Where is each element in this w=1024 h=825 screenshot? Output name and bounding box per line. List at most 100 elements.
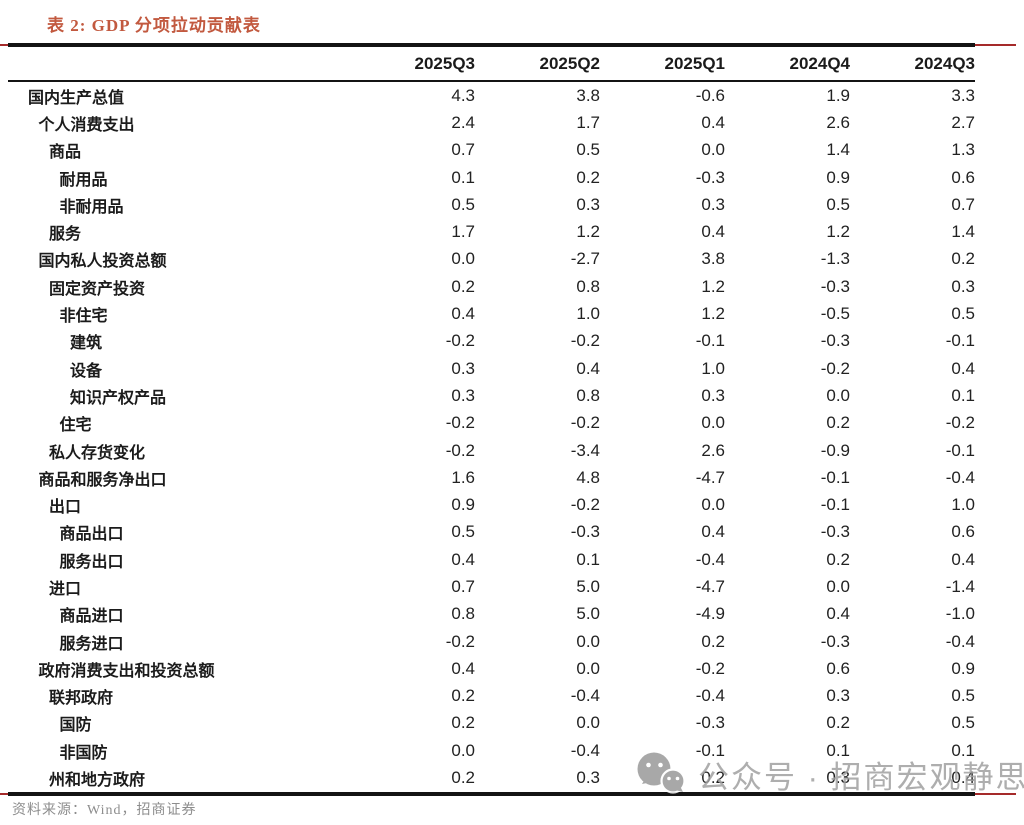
cell-value: 0.3 (826, 686, 850, 706)
cell-value: 0.8 (576, 276, 600, 296)
cell-value: -0.4 (945, 631, 975, 651)
cell-value: 1.0 (701, 358, 725, 378)
cell-value: 0.2 (826, 413, 850, 433)
cell-value: 0.2 (576, 167, 600, 187)
table-row: 国防 0.2 0.0 -0.3 0.2 0.5 (0, 710, 1024, 737)
row-label: 商品出口 (59, 526, 124, 544)
gdp-contribution-table: 2025Q3 2025Q2 2025Q1 2024Q4 2024Q3 国内生产总… (0, 43, 1024, 796)
row-label: 商品和服务净出口 (38, 471, 167, 489)
table-row: 非耐用品 0.5 0.3 0.3 0.5 0.7 (0, 191, 1024, 218)
cell-value: -0.2 (570, 413, 600, 433)
row-label: 进口 (49, 580, 82, 598)
row-label: 建筑 (70, 335, 103, 353)
cell-value: -1.3 (820, 249, 850, 269)
cell-value: 0.3 (826, 768, 850, 788)
cell-value: 1.4 (951, 222, 975, 242)
table-row: 非住宅 0.4 1.0 1.2 -0.5 0.5 (0, 300, 1024, 327)
row-label: 设备 (70, 362, 103, 380)
cell-value: 0.2 (451, 768, 475, 788)
cell-value: 0.6 (826, 658, 850, 678)
cell-value: -0.2 (820, 358, 850, 378)
cell-value: 0.4 (951, 549, 975, 569)
cell-value: -0.1 (695, 331, 725, 351)
cell-value: -0.4 (570, 740, 600, 760)
cell-value: 0.2 (826, 549, 850, 569)
row-label: 固定资产投资 (49, 280, 146, 298)
cell-value: -0.2 (445, 440, 475, 460)
row-label: 知识产权产品 (70, 389, 167, 407)
cell-value: 4.3 (451, 85, 475, 105)
row-label: 出口 (49, 499, 82, 517)
cell-value: -0.4 (570, 686, 600, 706)
row-label: 服务进口 (59, 635, 124, 653)
row-label: 商品 (49, 144, 82, 162)
cell-value: 0.2 (451, 713, 475, 733)
cell-value: 0.0 (826, 385, 850, 405)
row-label: 非国防 (59, 744, 108, 762)
cell-value: -0.3 (820, 331, 850, 351)
cell-value: 0.3 (451, 358, 475, 378)
cell-value: -1.0 (945, 604, 975, 624)
cell-value: 2.6 (826, 112, 850, 132)
cell-value: 0.4 (826, 604, 850, 624)
cell-value: -4.9 (695, 604, 725, 624)
cell-value: -0.2 (945, 413, 975, 433)
cell-value: 0.3 (701, 194, 725, 214)
cell-value: 0.4 (951, 358, 975, 378)
table-row: 政府消费支出和投资总额 0.4 0.0 -0.2 0.6 0.9 (0, 655, 1024, 682)
cell-value: 0.8 (451, 604, 475, 624)
row-label: 政府消费支出和投资总额 (38, 662, 215, 680)
cell-value: 0.5 (951, 686, 975, 706)
cell-value: 0.0 (701, 413, 725, 433)
table-row: 服务出口 0.4 0.1 -0.4 0.2 0.4 (0, 546, 1024, 573)
table-row: 固定资产投资 0.2 0.8 1.2 -0.3 0.3 (0, 273, 1024, 300)
cell-value: -0.4 (695, 549, 725, 569)
table-row: 知识产权产品 0.3 0.8 0.3 0.0 0.1 (0, 382, 1024, 409)
cell-value: -0.4 (695, 686, 725, 706)
table-body: 国内生产总值 4.3 3.8 -0.6 1.9 3.3 个人消费支出 2.4 1… (0, 82, 1024, 792)
row-label: 国防 (59, 717, 92, 735)
cell-value: 1.9 (826, 85, 850, 105)
row-label: 非住宅 (59, 308, 108, 326)
table-row: 个人消费支出 2.4 1.7 0.4 2.6 2.7 (0, 109, 1024, 136)
row-label: 住宅 (59, 417, 92, 435)
cell-value: 0.0 (701, 140, 725, 160)
table-row: 联邦政府 0.2 -0.4 -0.4 0.3 0.5 (0, 683, 1024, 710)
cell-value: 0.4 (701, 112, 725, 132)
cell-value: 1.7 (576, 112, 600, 132)
table-row: 州和地方政府 0.2 0.3 0.2 0.3 0.4 (0, 764, 1024, 791)
cell-value: 1.2 (576, 222, 600, 242)
row-label: 服务出口 (59, 553, 124, 571)
table-top-rule (0, 43, 1024, 47)
cell-value: 0.4 (951, 768, 975, 788)
cell-value: 0.0 (701, 495, 725, 515)
cell-value: 1.0 (576, 304, 600, 324)
cell-value: 1.2 (826, 222, 850, 242)
cell-value: 0.5 (951, 713, 975, 733)
cell-value: 0.7 (451, 140, 475, 160)
cell-value: 0.2 (701, 631, 725, 651)
table-row: 国内生产总值 4.3 3.8 -0.6 1.9 3.3 (0, 82, 1024, 109)
cell-value: 2.6 (701, 440, 725, 460)
cell-value: -0.2 (445, 413, 475, 433)
cell-value: 2.7 (951, 112, 975, 132)
cell-value: 0.3 (576, 194, 600, 214)
table-title: 表 2: GDP 分项拉动贡献表 (47, 16, 261, 35)
cell-value: 4.8 (576, 467, 600, 487)
cell-value: -0.1 (695, 740, 725, 760)
cell-value: 0.0 (576, 631, 600, 651)
cell-value: -2.7 (570, 249, 600, 269)
cell-value: -0.4 (945, 467, 975, 487)
column-header: 2025Q1 (664, 53, 726, 73)
table-row: 出口 0.9 -0.2 0.0 -0.1 1.0 (0, 491, 1024, 518)
cell-value: -0.3 (695, 713, 725, 733)
cell-value: 0.0 (576, 713, 600, 733)
cell-value: -1.4 (945, 576, 975, 596)
cell-value: 0.3 (951, 276, 975, 296)
cell-value: 0.1 (951, 740, 975, 760)
cell-value: -0.2 (445, 631, 475, 651)
cell-value: 0.2 (951, 249, 975, 269)
cell-value: 2.4 (451, 112, 475, 132)
cell-value: -0.2 (695, 658, 725, 678)
